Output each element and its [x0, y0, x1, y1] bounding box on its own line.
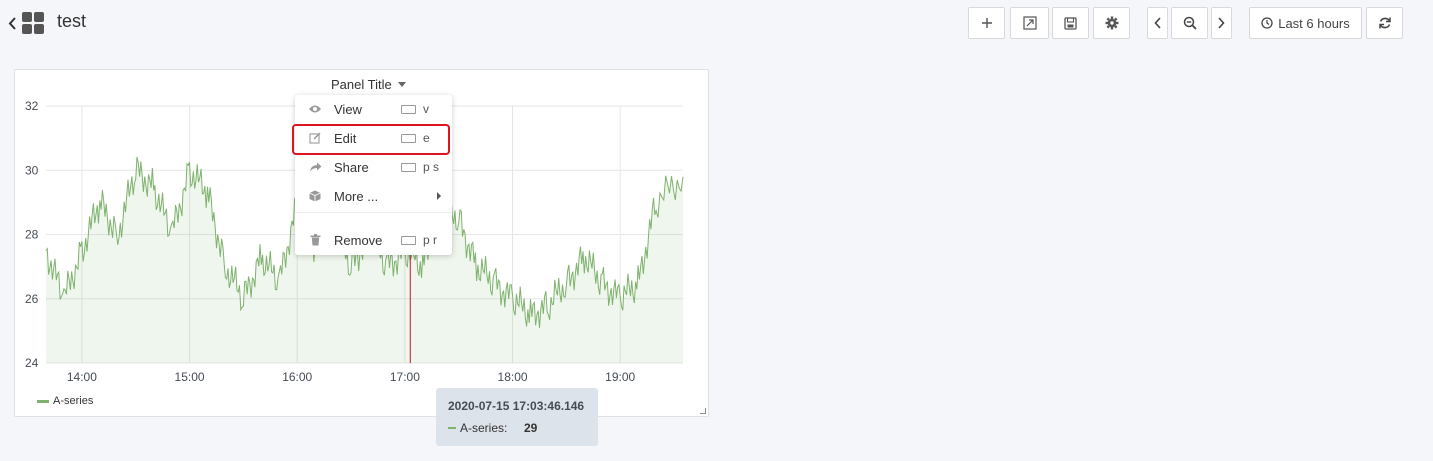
submenu-arrow-icon	[437, 192, 441, 200]
x-tick-label: 17:00	[390, 370, 420, 384]
menu-divider	[295, 212, 452, 213]
edit-icon	[308, 131, 322, 145]
keyboard-icon	[401, 133, 416, 143]
share-icon	[308, 160, 322, 174]
caret-down-icon	[397, 82, 406, 87]
cube-icon	[308, 189, 322, 203]
zoom-out-icon	[1183, 16, 1197, 30]
settings-button[interactable]	[1093, 7, 1130, 39]
save-dashboard-button[interactable]	[1052, 7, 1089, 39]
menu-shortcut: p r	[423, 233, 438, 247]
add-panel-button[interactable]	[968, 7, 1005, 39]
save-icon	[1064, 16, 1077, 30]
menu-item-label: Share	[334, 159, 369, 175]
menu-shortcut: v	[423, 102, 429, 116]
panel-title-text: Panel Title	[331, 77, 392, 92]
time-back-button[interactable]	[1147, 7, 1168, 39]
keyboard-icon	[401, 235, 416, 245]
x-tick-label: 14:00	[67, 370, 97, 384]
legend-label[interactable]: A-series	[53, 395, 94, 407]
tooltip-swatch	[448, 427, 456, 429]
menu-item-label: Edit	[334, 130, 357, 146]
refresh-icon	[1378, 17, 1391, 29]
legend[interactable]: A-series	[37, 395, 93, 407]
menu-item-more[interactable]: More ...	[295, 183, 452, 209]
share-dashboard-icon	[1022, 16, 1037, 30]
eye-icon	[308, 102, 322, 116]
menu-item-remove[interactable]: Remove p r	[295, 227, 452, 253]
top-bar: test Last 6 hours	[0, 0, 1433, 46]
x-tick-label: 19:00	[605, 370, 635, 384]
menu-item-label: More ...	[334, 188, 379, 204]
keyboard-icon	[401, 162, 416, 172]
back-icon[interactable]	[5, 12, 19, 34]
menu-item-share[interactable]: Share p s	[295, 154, 452, 180]
panel-menu: View v Edit e Share p s More ... Remove …	[295, 95, 452, 255]
menu-item-view[interactable]: View v	[295, 96, 452, 122]
menu-item-edit[interactable]: Edit e	[295, 125, 452, 151]
menu-item-label: Remove	[334, 232, 383, 248]
panel-title[interactable]: Panel Title	[331, 77, 406, 92]
tooltip-series-name: A-series:	[460, 421, 508, 435]
y-tick-label: 26	[25, 292, 39, 306]
dashboard-grid-icon[interactable]	[22, 12, 44, 34]
resize-handle[interactable]	[700, 408, 706, 414]
time-range-label: Last 6 hours	[1278, 15, 1350, 31]
y-tick-label: 30	[25, 163, 39, 177]
time-picker-button[interactable]: Last 6 hours	[1249, 7, 1362, 39]
edit-highlight-box	[292, 124, 450, 155]
dashboard-title[interactable]: test	[57, 11, 87, 31]
x-tick-label: 18:00	[498, 370, 528, 384]
y-tick-label: 24	[25, 356, 39, 370]
y-tick-label: 28	[25, 228, 39, 242]
x-tick-label: 16:00	[282, 370, 312, 384]
time-forward-button[interactable]	[1211, 7, 1232, 39]
series-area	[46, 156, 683, 363]
y-tick-label: 32	[25, 99, 39, 113]
x-tick-label: 15:00	[175, 370, 205, 384]
chevron-left-icon	[1154, 17, 1161, 29]
zoom-out-button[interactable]	[1171, 7, 1208, 39]
keyboard-icon	[401, 104, 416, 114]
gear-icon	[1105, 16, 1118, 30]
tooltip-value: 29	[524, 421, 538, 435]
refresh-button[interactable]	[1366, 7, 1403, 39]
tooltip-series-row: A-series:	[448, 421, 507, 435]
chevron-right-icon	[1218, 17, 1225, 29]
legend-swatch	[37, 399, 49, 403]
graph-chart[interactable]: 24 26 28 30 32 14:00 15:00 16:00 17:00 18:00 19:00	[15, 70, 710, 418]
plus-icon	[981, 18, 992, 28]
tooltip-time: 2020-07-15 17:03:46.146	[448, 399, 585, 413]
menu-shortcut: e	[423, 131, 430, 145]
share-dashboard-button[interactable]	[1010, 7, 1049, 39]
menu-item-label: View	[334, 101, 362, 117]
graph-tooltip: 2020-07-15 17:03:46.146 A-series: 29	[436, 388, 598, 446]
trash-icon	[308, 233, 322, 247]
menu-shortcut: p s	[423, 160, 440, 174]
clock-icon	[1261, 17, 1273, 29]
